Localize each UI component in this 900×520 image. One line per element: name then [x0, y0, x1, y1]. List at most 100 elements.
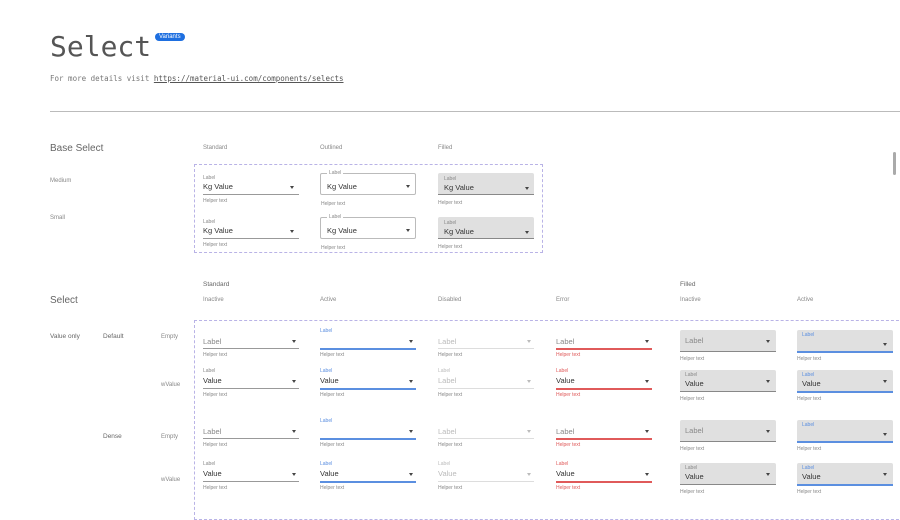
- select-label: Label: [444, 220, 457, 226]
- select-placeholder: Label: [556, 427, 575, 436]
- select-value: Value: [320, 469, 339, 478]
- dropdown-arrow-icon: [883, 380, 887, 383]
- select-value: Label: [438, 376, 457, 385]
- select-value: Value: [802, 472, 821, 481]
- select-filled[interactable]: Label Kg Value Helper text: [438, 217, 534, 250]
- select-filled-active[interactable]: Label Helper text: [797, 420, 893, 452]
- select-underline: [320, 481, 416, 483]
- select-inactive[interactable]: Label Helper text: [203, 420, 299, 450]
- select-underline: [438, 238, 534, 239]
- select-disabled: Label Value Helper text: [438, 461, 534, 493]
- group-standard: Standard: [203, 281, 230, 288]
- helper-text: Helper text: [320, 352, 345, 358]
- select-standard[interactable]: Label Kg Value Helper text: [203, 216, 299, 252]
- select-label: Label: [802, 422, 815, 428]
- dropdown-arrow-icon: [292, 340, 296, 343]
- dropdown-arrow-icon: [525, 231, 529, 234]
- col-active: Active: [320, 297, 337, 303]
- dropdown-arrow-icon: [766, 340, 770, 343]
- helper-text: Helper text: [203, 392, 228, 398]
- state-empty-dense: Empty: [161, 434, 179, 440]
- select-underline: [320, 348, 416, 350]
- select-inactive[interactable]: Label Value Helper text: [203, 461, 299, 493]
- select-placeholder: Label: [556, 337, 575, 346]
- select-standard[interactable]: Label Kg Value Helper text: [203, 172, 299, 208]
- base-col-standard: Standard: [203, 145, 228, 151]
- dropdown-arrow-icon: [409, 380, 413, 383]
- select-error[interactable]: Label Value Helper text: [556, 368, 652, 400]
- helper-text: Helper text: [320, 485, 345, 491]
- select-active[interactable]: Label Value Helper text: [320, 461, 416, 493]
- helper-text: Helper text: [203, 485, 228, 491]
- col-active: Active: [797, 297, 814, 303]
- select-label: Label: [556, 461, 569, 467]
- helper-text: Helper text: [680, 356, 705, 362]
- select-label: Label: [802, 465, 815, 471]
- select-label: Label: [444, 176, 457, 182]
- select-underline: [438, 194, 534, 195]
- select-filled-active[interactable]: Label Helper text: [797, 330, 893, 362]
- helper-text: Helper text: [203, 442, 228, 448]
- select-frame: [194, 320, 900, 520]
- select-value: Value: [556, 376, 575, 385]
- select-label: Label: [203, 175, 216, 181]
- docs-link[interactable]: https://material-ui.com/components/selec…: [153, 74, 344, 83]
- helper-text: Helper text: [556, 442, 581, 448]
- variants-badge: Variants: [155, 33, 185, 41]
- select-outlined[interactable]: Label Kg Value Helper text: [320, 170, 416, 207]
- helper-text: Helper text: [438, 352, 463, 358]
- select-inactive[interactable]: Label Value Helper text: [203, 368, 299, 400]
- select-active[interactable]: Label Helper text: [320, 418, 416, 450]
- select-value: Value: [556, 469, 575, 478]
- select-value: Value: [802, 379, 821, 388]
- state-empty: Empty: [161, 334, 179, 340]
- select-outlined[interactable]: Label Kg Value Helper text: [320, 214, 416, 251]
- select-filled-active[interactable]: Label Value Helper text: [797, 463, 893, 495]
- select-error[interactable]: Label Value Helper text: [556, 461, 652, 493]
- select-label: Label: [802, 332, 815, 338]
- select-placeholder: Label: [685, 336, 704, 345]
- select-underline: [556, 481, 652, 483]
- select-error[interactable]: Label Helper text: [556, 420, 652, 450]
- dropdown-arrow-icon: [766, 473, 770, 476]
- select-filled-active[interactable]: Label Value Helper text: [797, 370, 893, 402]
- base-row-small: Small: [50, 215, 66, 221]
- select-value: Kg Value: [444, 227, 474, 236]
- select-underline: [797, 351, 893, 353]
- helper-text: Helper text: [320, 442, 345, 448]
- group-filled: Filled: [680, 281, 696, 288]
- select-active[interactable]: Label Value Helper text: [320, 368, 416, 400]
- select-value: Value: [320, 376, 339, 385]
- select-inactive[interactable]: Label Helper text: [203, 330, 299, 360]
- select-filled-inactive[interactable]: Label Value Helper text: [680, 370, 776, 402]
- select-underline: [203, 238, 299, 239]
- size-default: Default: [103, 333, 124, 340]
- dropdown-arrow-icon: [527, 473, 531, 476]
- dropdown-arrow-icon: [406, 229, 410, 232]
- select-underline: [680, 441, 776, 442]
- base-col-filled: Filled: [438, 145, 453, 151]
- dropdown-arrow-icon: [645, 340, 649, 343]
- select-value: Value: [685, 472, 704, 481]
- dropdown-arrow-icon: [409, 430, 413, 433]
- select-label: Label: [685, 372, 698, 378]
- select-error[interactable]: Label Helper text: [556, 330, 652, 360]
- dropdown-arrow-icon: [527, 340, 531, 343]
- select-active[interactable]: Label Helper text: [320, 328, 416, 360]
- select-filled-inactive[interactable]: Label Helper text: [680, 330, 776, 362]
- scrollbar[interactable]: [893, 152, 896, 175]
- select-filled-inactive[interactable]: Label Helper text: [680, 420, 776, 452]
- col-disabled: Disabled: [438, 297, 462, 303]
- size-dense: Dense: [103, 433, 122, 440]
- col-inactive: Inactive: [680, 297, 701, 303]
- helper-text: Helper text: [797, 396, 822, 402]
- select-filled-inactive[interactable]: Label Value Helper text: [680, 463, 776, 495]
- select-placeholder: Label: [438, 427, 457, 436]
- dropdown-arrow-icon: [406, 185, 410, 188]
- helper-text: Helper text: [556, 392, 581, 398]
- select-underline: [203, 348, 299, 349]
- select-placeholder: Label: [203, 427, 222, 436]
- select-disabled: Label Helper text: [438, 420, 534, 450]
- select-label: Label: [327, 214, 344, 220]
- select-filled[interactable]: Label Kg Value Helper text: [438, 173, 534, 206]
